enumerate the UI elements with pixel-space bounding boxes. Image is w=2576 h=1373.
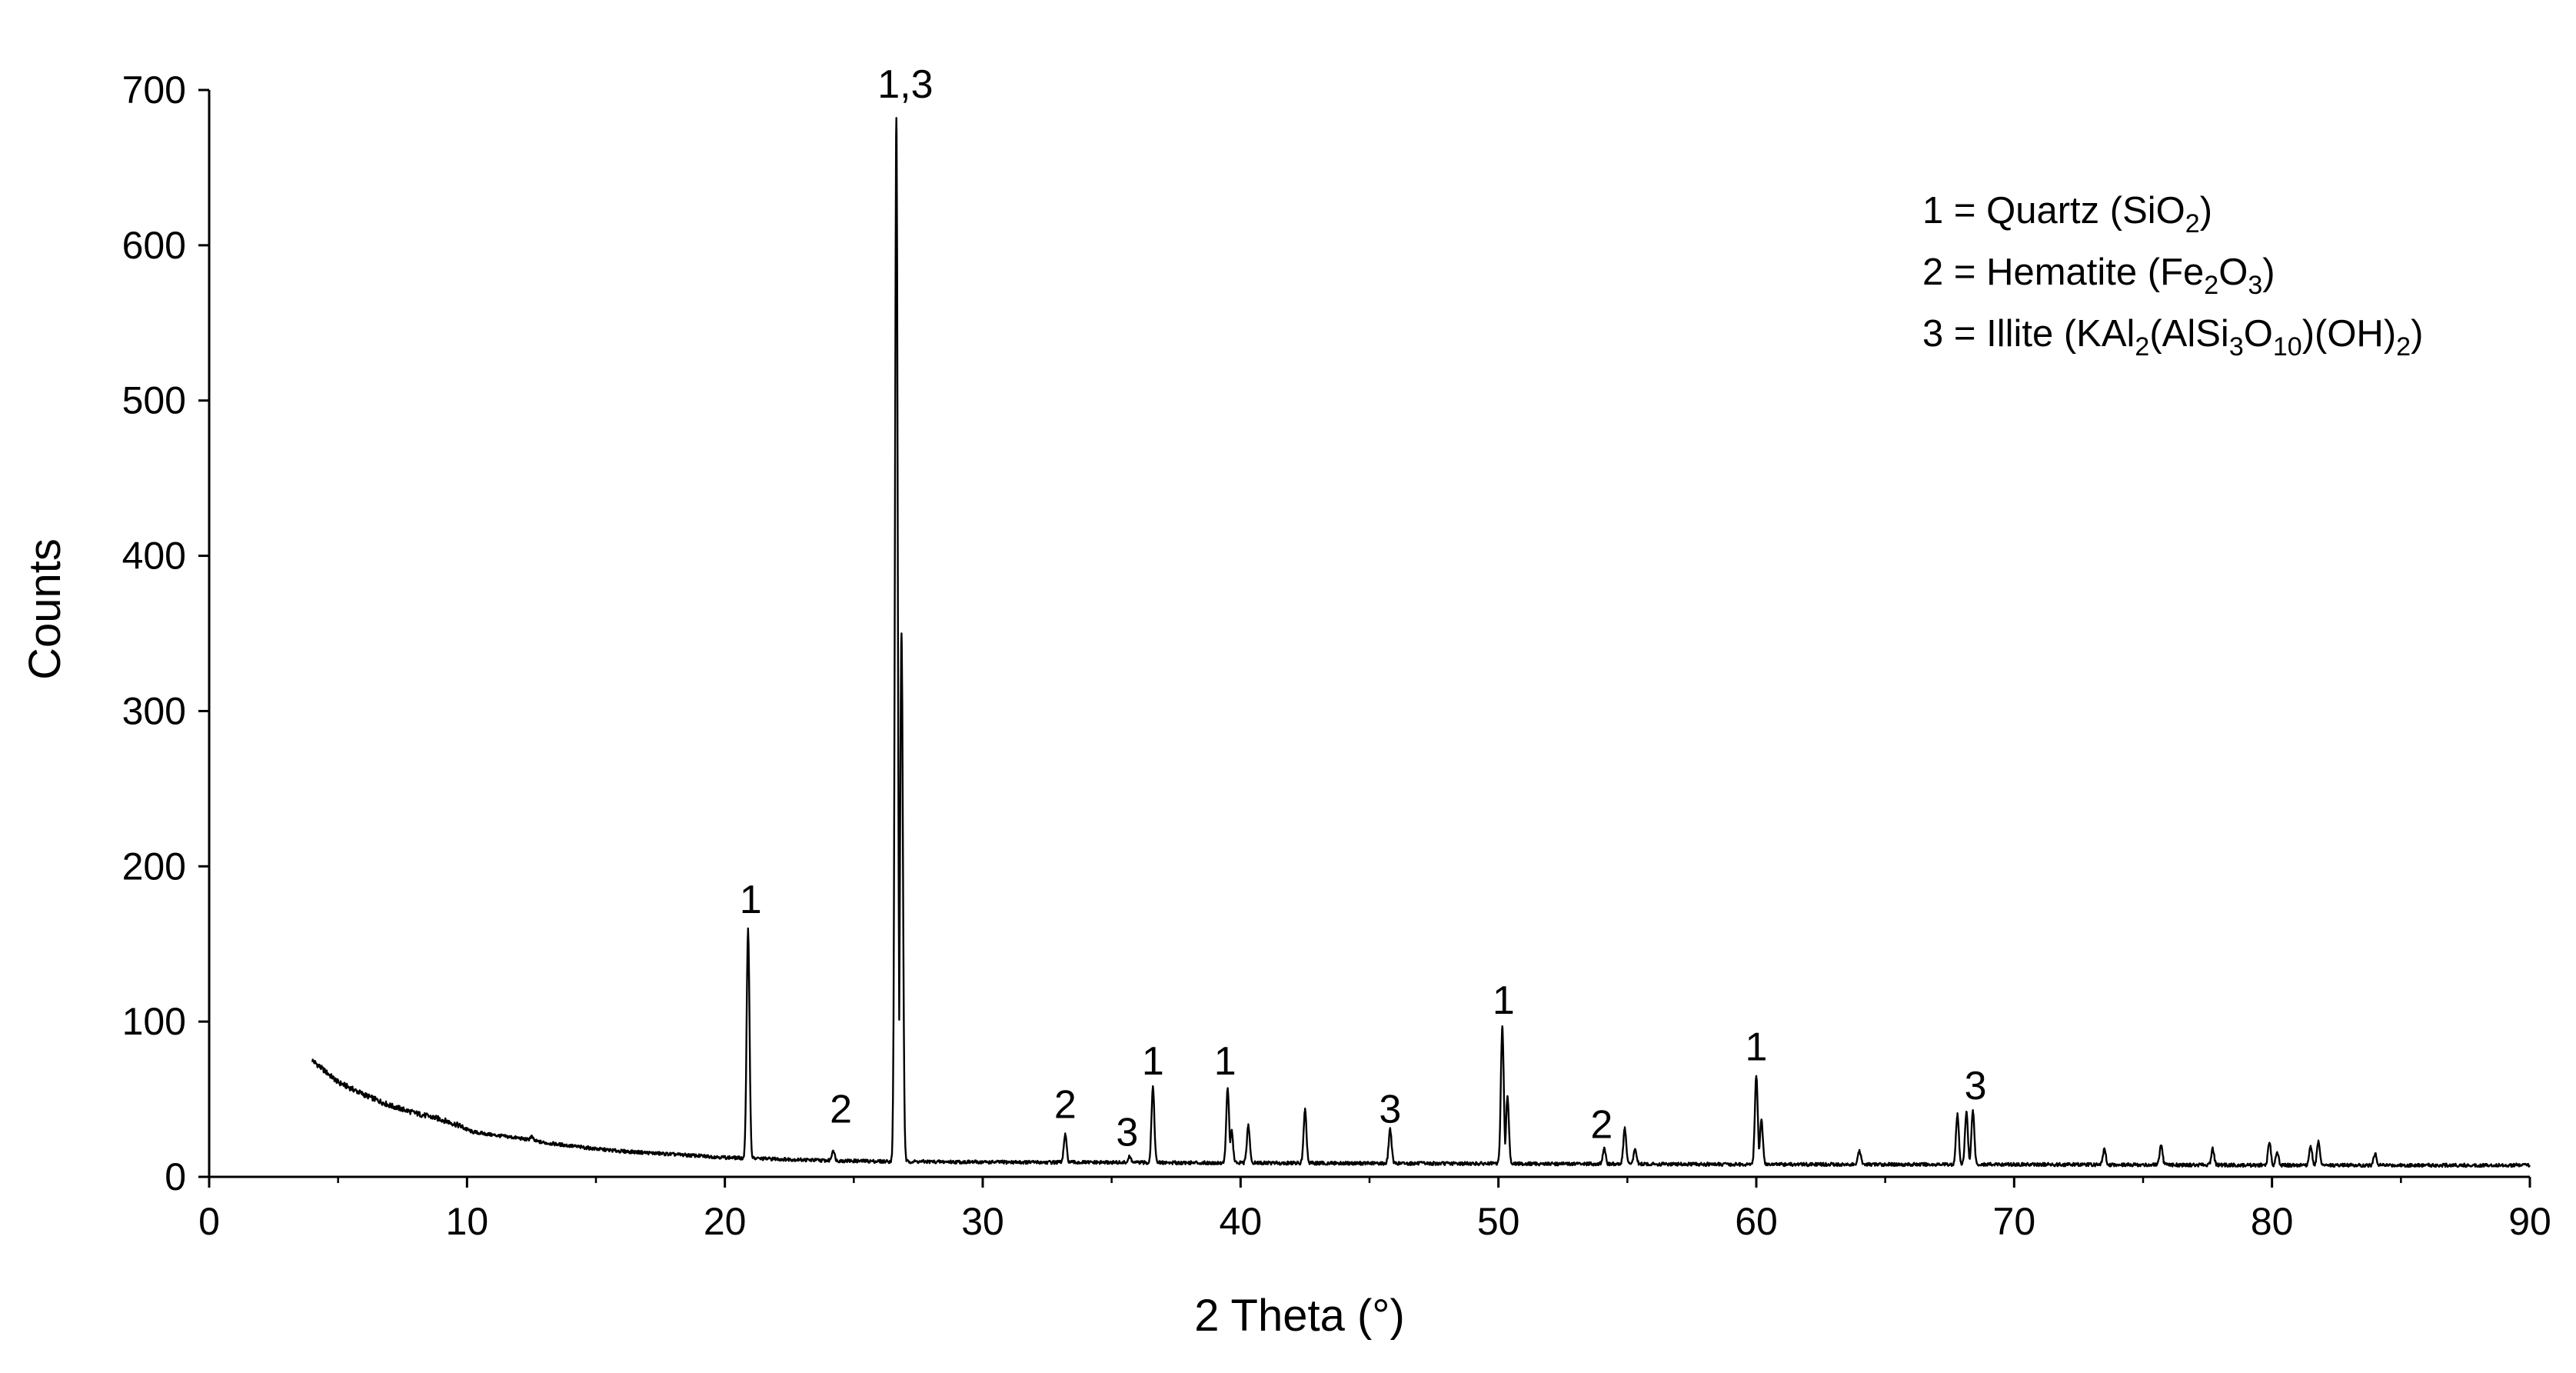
legend-item-text: ) (2262, 252, 2275, 293)
x-tick-label: 80 (2251, 1200, 2294, 1243)
y-tick-label: 400 (122, 535, 186, 578)
x-tick-label: 30 (961, 1200, 1004, 1243)
peak-label: 2 (1054, 1082, 1077, 1127)
peak-label: 2 (1590, 1103, 1612, 1148)
peak-label: 1 (1214, 1039, 1236, 1084)
x-tick-label: 20 (704, 1200, 747, 1243)
legend-subscript: 3 (2229, 332, 2244, 362)
y-tick-label: 100 (122, 1000, 186, 1043)
x-tick-label: 40 (1220, 1200, 1263, 1243)
axes: 0 10 20 30 40 50 60 70 80 90 0 100 200 300 400 500 600 70… (122, 68, 2551, 1243)
legend-item: 2 = Hematite (Fe2O3) (1922, 252, 2275, 300)
y-axis-title: Counts (20, 538, 70, 680)
legend-item-text: ) (2411, 313, 2423, 355)
peak-label: 2 (830, 1087, 852, 1131)
x-tick-label: 90 (2508, 1200, 2551, 1243)
peak-label: 1 (1493, 978, 1515, 1023)
y-tick-label: 600 (122, 224, 186, 267)
legend-item-text: (AlSi (2149, 313, 2228, 355)
legend-subscript: 2 (2185, 209, 2200, 238)
x-tick-label: 50 (1477, 1200, 1520, 1243)
legend: 1 = Quartz (SiO2)2 = Hematite (Fe2O3)3 =… (1922, 190, 2423, 362)
legend-item-text: )(OH) (2302, 313, 2396, 355)
legend-subscript: 2 (2204, 271, 2218, 300)
peak-label: 3 (1116, 1111, 1138, 1155)
peak-label: 1 (1746, 1025, 1768, 1070)
legend-item-text: 1 = Quartz (SiO (1922, 190, 2185, 232)
x-tick-label: 10 (446, 1200, 489, 1243)
x-tick-label: 60 (1735, 1200, 1778, 1243)
legend-item: 1 = Quartz (SiO2) (1922, 190, 2212, 238)
peak-label: 3 (1379, 1087, 1401, 1131)
peak-label: 1 (1142, 1039, 1164, 1084)
legend-subscript: 2 (2396, 332, 2411, 362)
legend-item-text: 2 = Hematite (Fe (1922, 252, 2204, 293)
peak-label: 3 (1965, 1064, 1987, 1108)
peak-label: 1 (740, 878, 762, 922)
legend-item-text: O (2218, 252, 2248, 293)
x-tick-label: 70 (1993, 1200, 2036, 1243)
x-axis-title: 2 Theta (°) (1194, 1291, 1405, 1341)
legend-subscript: 10 (2273, 332, 2302, 362)
y-tick-label: 200 (122, 845, 186, 888)
y-tick-label: 700 (122, 68, 186, 112)
y-tick-label: 500 (122, 379, 186, 422)
peak-label: 1,3 (877, 62, 933, 107)
x-tick-label: 0 (198, 1200, 220, 1243)
legend-subscript: 3 (2248, 271, 2262, 300)
y-tick-label: 0 (165, 1155, 186, 1198)
legend-item: 3 = Illite (KAl2(AlSi3O10)(OH)2) (1922, 313, 2423, 362)
diffraction-line (311, 117, 2531, 1168)
legend-item-text: ) (2200, 190, 2212, 232)
y-tick-label: 300 (122, 689, 186, 732)
legend-item-text: 3 = Illite (KAl (1922, 313, 2135, 355)
legend-item-text: O (2244, 313, 2273, 355)
series-layer (311, 117, 2531, 1168)
legend-subscript: 2 (2135, 332, 2149, 362)
